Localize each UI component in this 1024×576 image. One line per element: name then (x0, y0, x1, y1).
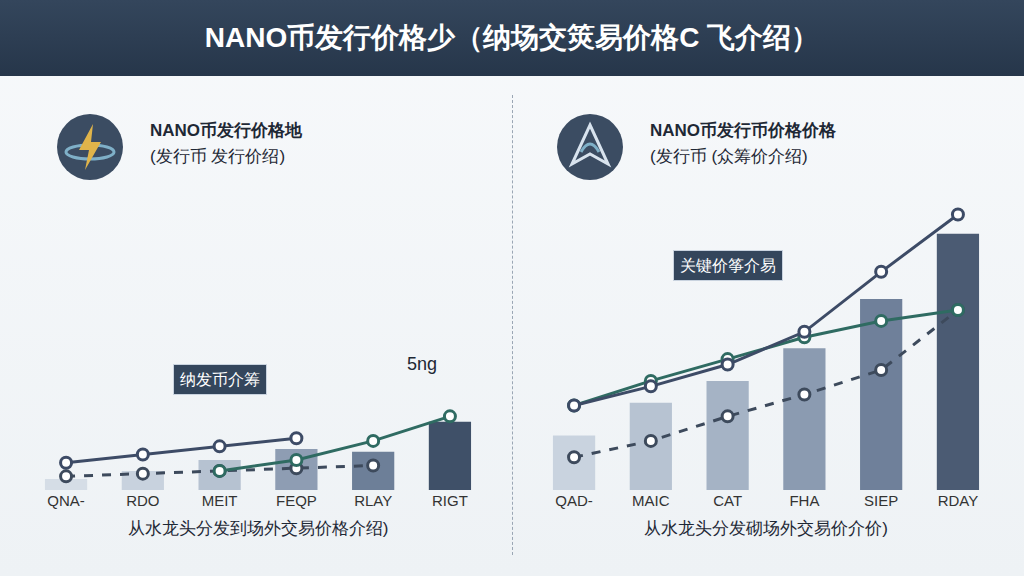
svg-text:SIEP: SIEP (864, 492, 898, 509)
svg-text:5ng: 5ng (407, 354, 437, 374)
svg-text:CAT: CAT (713, 492, 742, 509)
svg-text:MEIT: MEIT (202, 492, 238, 509)
html-text:NANO币发行币价格价格: NANO币发行币价格价格 (650, 121, 837, 140)
svg-text:RDO: RDO (126, 492, 159, 509)
svg-text:QNA-: QNA- (47, 492, 85, 509)
svg-text:从水龙头分发到场外交易价格介绍): 从水龙头分发到场外交易价格介绍) (128, 519, 389, 538)
svg-text:RLAY: RLAY (354, 492, 392, 509)
svg-text:QAD-: QAD- (555, 492, 593, 509)
svg-text:RDAY: RDAY (938, 492, 979, 509)
svg-text:FHA: FHA (789, 492, 819, 509)
svg-text:关键价筝介易: 关键价筝介易 (680, 257, 776, 274)
html-text:NANO币发行价格少（纳场交筴易价格C 飞介绍）: NANO币发行价格少（纳场交筴易价格C 飞介绍） (204, 22, 820, 53)
svg-text:MAIC: MAIC (632, 492, 670, 509)
html-text:(发行币 发行价绍): (发行币 发行价绍) (150, 147, 285, 166)
svg-text:从水龙头分发砌场外交易价介价): 从水龙头分发砌场外交易价介价) (644, 519, 888, 538)
svg-text:纳发币介筹: 纳发币介筹 (180, 371, 260, 388)
svg-text:FEQP: FEQP (276, 492, 317, 509)
html-text:(发行币 (众筹价介绍): (发行币 (众筹价介绍) (650, 147, 808, 166)
html-text:NANO币发行价格地: NANO币发行价格地 (150, 121, 303, 140)
svg-text:RIGT: RIGT (432, 492, 468, 509)
